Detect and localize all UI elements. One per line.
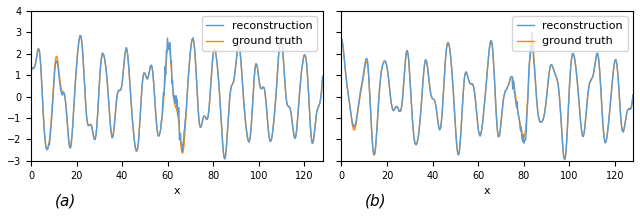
- ground truth: [466, 82, 474, 84]
- X-axis label: x: x: [173, 186, 180, 196]
- ground truth: [577, 119, 584, 122]
- reconstruction: [435, 124, 442, 127]
- reconstruction: [289, 123, 296, 125]
- reconstruction: [221, 158, 228, 160]
- reconstruction: [380, 63, 387, 65]
- Line: ground truth: ground truth: [31, 36, 323, 159]
- ground truth: [125, 64, 132, 67]
- ground truth: [289, 123, 296, 125]
- reconstruction: [76, 34, 84, 37]
- reconstruction: [343, 85, 351, 88]
- ground truth: [28, 70, 35, 73]
- ground truth: [267, 140, 275, 143]
- ground truth: [69, 125, 77, 127]
- Line: reconstruction: reconstruction: [31, 35, 323, 159]
- reconstruction: [629, 94, 637, 96]
- ground truth: [629, 94, 637, 96]
- ground truth: [380, 62, 387, 65]
- reconstruction: [33, 55, 40, 57]
- Line: ground truth: ground truth: [341, 39, 633, 160]
- reconstruction: [528, 31, 536, 33]
- Text: (b): (b): [365, 194, 387, 209]
- reconstruction: [125, 64, 132, 67]
- Line: reconstruction: reconstruction: [341, 32, 633, 159]
- reconstruction: [577, 126, 585, 128]
- ground truth: [435, 124, 442, 126]
- ground truth: [561, 158, 568, 161]
- reconstruction: [337, 38, 345, 41]
- Text: (a): (a): [54, 194, 76, 209]
- ground truth: [156, 131, 164, 134]
- ground truth: [598, 113, 606, 115]
- reconstruction: [69, 124, 77, 127]
- reconstruction: [561, 158, 568, 161]
- ground truth: [343, 85, 351, 87]
- ground truth: [319, 75, 326, 78]
- ground truth: [337, 38, 345, 40]
- ground truth: [76, 35, 84, 37]
- reconstruction: [466, 82, 474, 85]
- reconstruction: [319, 75, 326, 78]
- Legend: reconstruction, ground truth: reconstruction, ground truth: [513, 16, 627, 51]
- ground truth: [221, 157, 228, 160]
- ground truth: [33, 54, 40, 57]
- reconstruction: [599, 122, 607, 124]
- Legend: reconstruction, ground truth: reconstruction, ground truth: [202, 16, 317, 51]
- X-axis label: x: x: [484, 186, 490, 196]
- reconstruction: [28, 70, 35, 73]
- reconstruction: [156, 131, 164, 134]
- reconstruction: [267, 139, 275, 142]
